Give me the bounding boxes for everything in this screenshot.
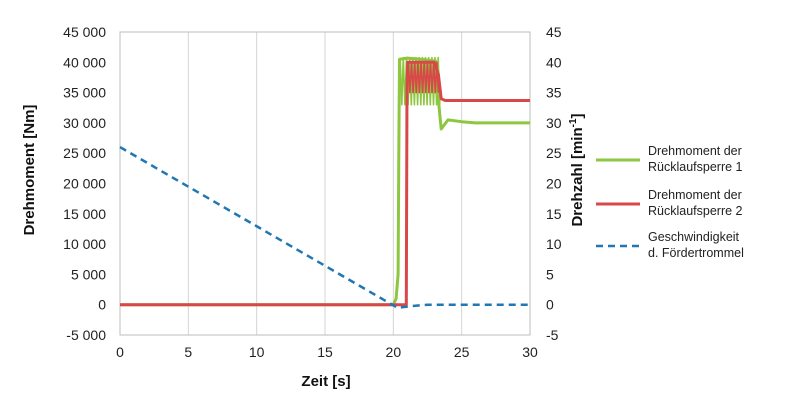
- y-right-tick-label-10: 10: [546, 236, 562, 252]
- y-right-tick-label-35: 35: [546, 85, 562, 101]
- y-left-tick-label-20000: 20 000: [63, 176, 106, 192]
- y-left-tick-label-5000: 5 000: [71, 266, 106, 282]
- x-tick-label-30: 30: [522, 344, 538, 360]
- y-left-tick-label-25000: 25 000: [63, 145, 106, 161]
- series-2: [120, 60, 530, 307]
- x-axis-title: Zeit [s]: [301, 373, 350, 390]
- legend-label-3-2: d. Fördertrommel: [648, 246, 744, 260]
- x-tick-label-15: 15: [317, 344, 333, 360]
- series-3-line: [119, 146, 530, 309]
- x-tick-label-5: 5: [184, 344, 192, 360]
- y-right-axis-title-sup: -1: [568, 118, 579, 127]
- y-right-tick-label-20: 20: [546, 176, 562, 192]
- x-axis-ticks: 0 5 10 15 20 25 30: [116, 344, 538, 360]
- x-tick-label-25: 25: [454, 344, 470, 360]
- x-tick-label-20: 20: [386, 344, 402, 360]
- x-tick-label-10: 10: [249, 344, 265, 360]
- legend-item-2: Drehmoment der Rücklaufsperre 2: [596, 188, 743, 218]
- y-left-tick-label--5000: -5 000: [66, 327, 106, 343]
- series-3: [119, 146, 530, 309]
- y-right-axis-ticks: -5 0 5 10 15 20 25 30 35 40 45: [546, 24, 562, 343]
- legend-label-1-2: Rücklaufsperre 1: [648, 160, 743, 174]
- legend-item-1: Drehmoment der Rücklaufsperre 1: [596, 144, 743, 174]
- y-right-tick-label-0: 0: [546, 297, 554, 313]
- y-left-tick-label-45000: 45 000: [63, 24, 106, 40]
- legend-item-3: Geschwindigkeit d. Fördertrommel: [596, 230, 744, 260]
- series-2-line: [120, 60, 530, 307]
- y-right-tick-label-40: 40: [546, 54, 562, 70]
- y-right-tick-label-15: 15: [546, 206, 562, 222]
- y-right-tick-label-5: 5: [546, 266, 554, 282]
- y-right-tick-label-25: 25: [546, 145, 562, 161]
- plot-frame: [119, 31, 531, 336]
- grid: [119, 32, 531, 335]
- y-left-tick-label-30000: 30 000: [63, 115, 106, 131]
- y-right-axis-title: Drehzahl [min-1]: [568, 113, 586, 226]
- y-right-tick-label-30: 30: [546, 115, 562, 131]
- series-1-line: [120, 56, 530, 307]
- y-left-tick-label-40000: 40 000: [63, 54, 106, 70]
- y-left-tick-label-0: 0: [98, 297, 106, 313]
- x-tick-label-0: 0: [116, 344, 124, 360]
- y-right-axis-title-end: ]: [569, 113, 586, 118]
- legend-label-3-1: Geschwindigkeit: [648, 230, 740, 244]
- y-left-tick-label-10000: 10 000: [63, 236, 106, 252]
- legend-label-1-1: Drehmoment der: [648, 144, 742, 158]
- y-right-tick-label-45: 45: [546, 24, 562, 40]
- series-layer: [119, 56, 530, 309]
- y-right-axis-title-base: Drehzahl [min: [569, 127, 586, 226]
- plot-border: [119, 31, 531, 336]
- y-left-tick-label-15000: 15 000: [63, 206, 106, 222]
- legend-label-2-2: Rücklaufsperre 2: [648, 204, 743, 218]
- series-2-oscillation: [407, 61, 440, 94]
- y-right-tick-label--5: -5: [546, 327, 559, 343]
- y-left-axis-title: Drehmoment [Nm]: [21, 105, 38, 236]
- y-left-tick-label-35000: 35 000: [63, 85, 106, 101]
- y-left-axis-ticks: -5 000 0 5 000 10 000 15 000 20 000 25 000 30 0…: [63, 24, 106, 343]
- legend-label-2-1: Drehmoment der: [648, 188, 742, 202]
